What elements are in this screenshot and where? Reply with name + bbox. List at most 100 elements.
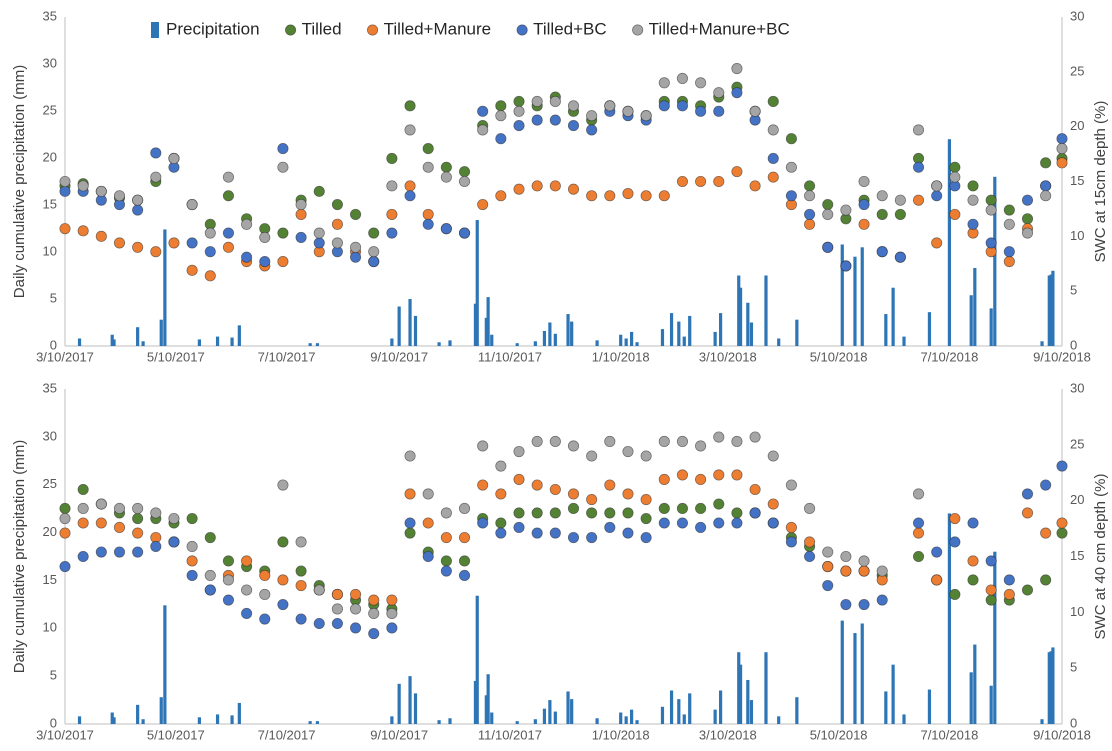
swc-point <box>931 574 943 586</box>
swc-point <box>168 536 180 548</box>
swc-point <box>150 507 162 519</box>
precipitation-bar <box>749 322 754 346</box>
swc-point <box>368 607 380 619</box>
swc-point <box>222 241 234 253</box>
precipitation-bar <box>570 699 574 724</box>
swc-point <box>331 603 343 615</box>
swc-point <box>277 227 289 239</box>
precipitation-bar <box>197 339 201 346</box>
swc-point <box>1056 133 1068 145</box>
swc-point <box>222 594 234 606</box>
y-tick-label: 35 <box>43 8 57 23</box>
swc-point <box>531 114 543 126</box>
x-tick-label: 11/10/2017 <box>478 727 542 742</box>
legend-label: Tilled+Manure <box>384 19 492 38</box>
swc-point <box>132 546 144 558</box>
swc-point <box>876 565 888 577</box>
swc-point <box>822 560 834 573</box>
precipitation-bar <box>110 712 114 724</box>
precipitation-bar <box>533 719 537 724</box>
swc-point <box>422 161 434 173</box>
swc-point <box>858 198 870 211</box>
swc-point <box>949 171 961 183</box>
precipitation-bar <box>795 319 799 346</box>
swc-point <box>440 565 452 577</box>
legend-marker <box>632 24 644 36</box>
y-axis-title: Daily cumulative precipitation (mm) <box>11 440 28 673</box>
swc-point <box>658 473 670 485</box>
swc-point <box>804 190 816 202</box>
swc-point <box>331 588 343 601</box>
precipitation-bar <box>891 287 895 346</box>
swc-point <box>440 531 452 544</box>
swc-point <box>277 598 289 611</box>
y-tick-label: 15 <box>43 572 57 587</box>
swc-point <box>386 607 398 619</box>
swc-point <box>713 498 725 510</box>
swc-point <box>985 237 997 249</box>
swc-point <box>1040 180 1052 192</box>
precipitation-bar <box>1047 275 1051 346</box>
swc-point <box>331 198 343 211</box>
precipitation-bar <box>237 325 241 346</box>
precipitation-bar <box>624 716 628 724</box>
swc-point <box>731 62 743 75</box>
swc-point <box>1003 256 1015 268</box>
precipitation-bar <box>112 717 116 724</box>
precipitation-bar <box>902 714 906 724</box>
swc-point <box>422 488 434 500</box>
y2-tick-label: 25 <box>1070 63 1084 78</box>
swc-point <box>513 507 525 519</box>
precipitation-bar <box>490 334 494 346</box>
swc-point <box>676 72 688 84</box>
precipitation-bar <box>141 341 145 346</box>
precipitation-bar <box>475 220 479 346</box>
swc-point <box>331 218 343 230</box>
precipitation-bar <box>112 339 116 346</box>
swc-point <box>241 584 253 596</box>
precipitation-bar <box>315 721 320 724</box>
precipitation-bar <box>308 721 312 724</box>
swc-point <box>531 95 543 107</box>
swc-point <box>513 120 525 132</box>
precipitation-bar <box>902 336 906 346</box>
precipitation-bar <box>397 683 401 724</box>
precipitation-bar <box>110 334 114 346</box>
swc-point <box>695 77 707 89</box>
swc-point <box>1056 157 1068 169</box>
swc-point <box>59 527 71 539</box>
swc-point <box>513 95 525 107</box>
precipitation-bar <box>437 342 441 346</box>
swc-point <box>368 227 380 239</box>
precipitation-bar <box>437 720 441 724</box>
precipitation-bar <box>630 709 634 724</box>
y-tick-label: 35 <box>43 380 57 395</box>
x-tick-label: 9/10/2018 <box>1033 727 1091 742</box>
precipitation-bar <box>237 702 241 724</box>
swc-point <box>295 231 307 243</box>
swc-point <box>931 546 943 558</box>
swc-point <box>495 488 507 500</box>
swc-point <box>368 627 380 640</box>
y2-axis-title: SWC at 15cm depth (%) <box>1092 101 1109 263</box>
swc-point <box>549 527 561 539</box>
swc-point <box>440 507 452 519</box>
swc-point <box>531 435 543 448</box>
swc-point <box>259 231 271 243</box>
precipitation-bar <box>853 633 857 724</box>
precipitation-bar <box>1049 274 1053 346</box>
precipitation-bar <box>989 308 993 346</box>
y-tick-label: 20 <box>43 149 57 164</box>
swc-point <box>350 251 362 263</box>
swc-point <box>222 171 234 183</box>
swc-point <box>495 100 507 112</box>
precipitation-bar <box>840 244 844 346</box>
swc-point <box>985 594 997 606</box>
swc-point <box>586 124 598 136</box>
swc-point <box>785 479 797 491</box>
precipitation-bar <box>548 700 552 724</box>
swc-point <box>586 493 598 506</box>
swc-point <box>186 264 198 276</box>
swc-point <box>549 507 561 519</box>
precipitation-bar <box>764 652 768 724</box>
